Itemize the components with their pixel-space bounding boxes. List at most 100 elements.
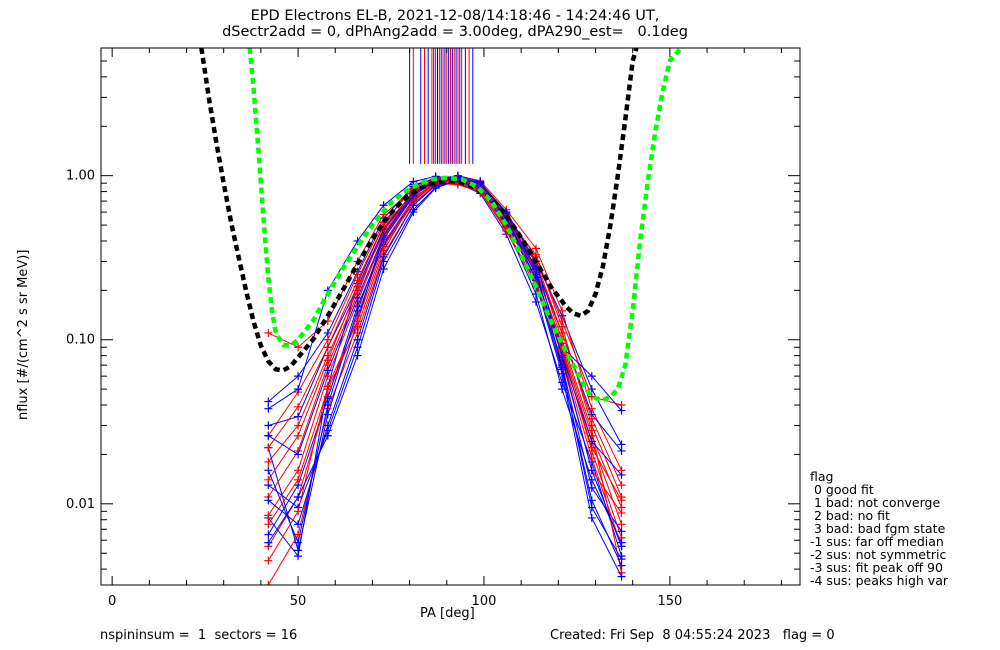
data-point-marker [323, 421, 332, 430]
data-point-marker [264, 520, 273, 529]
data-point-marker [587, 503, 596, 512]
data-point-marker [294, 372, 303, 381]
data-point-marker [587, 466, 596, 475]
data-point-marker [558, 363, 567, 372]
model-fit-curves [199, 48, 683, 403]
y-axis-label: nflux [#/(cm^2 s sr MeV)] [16, 249, 31, 420]
data-point-marker [264, 496, 273, 505]
data-point-marker [264, 530, 273, 539]
data-point-marker [264, 421, 273, 430]
data-point-marker [587, 513, 596, 522]
x-tick-label: 0 [108, 594, 116, 609]
data-point-marker [617, 542, 626, 551]
data-point-marker [294, 530, 303, 539]
data-point-marker [587, 414, 596, 423]
data-series [264, 171, 626, 585]
chart-title-line-1: EPD Electrons EL-B, 2021-12-08/14:18:46 … [250, 8, 660, 24]
data-point-marker [264, 328, 273, 337]
data-point-marker [294, 538, 303, 547]
data-point-marker [294, 475, 303, 484]
footer-spin-info: nspininsum = 1 sectors = 16 [100, 628, 298, 643]
data-point-marker [353, 306, 362, 315]
data-point-marker [323, 385, 332, 394]
series-line [267, 179, 622, 560]
data-point-marker [587, 496, 596, 505]
data-point-marker [323, 431, 332, 440]
flag-legend-item: -4 sus: peaks high var [810, 573, 949, 588]
data-point-marker [353, 282, 362, 291]
model-curve-black [199, 48, 639, 373]
x-tick-label: 100 [472, 594, 497, 609]
flag-legend-item: 1 bad: not converge [810, 495, 941, 510]
data-point-marker [294, 507, 303, 516]
data-point-marker [379, 264, 388, 273]
data-point-marker [294, 385, 303, 394]
data-point-marker [294, 412, 303, 421]
data-point-marker [294, 493, 303, 502]
x-tick-label: 50 [290, 594, 307, 609]
data-point-marker [323, 366, 332, 375]
data-point-marker [532, 244, 541, 253]
data-point-marker [617, 572, 626, 581]
y-tick-label: 1.00 [66, 169, 95, 184]
data-point-marker [379, 252, 388, 261]
flag-legend-item: 0 good fit [810, 482, 874, 497]
data-point-marker [323, 401, 332, 410]
data-point-marker [264, 431, 273, 440]
data-point-marker [294, 546, 303, 555]
data-point-marker [353, 293, 362, 302]
flag-legend-item: 3 bad: bad fgm state [810, 521, 946, 536]
data-point-marker [294, 520, 303, 529]
series-line [267, 178, 622, 486]
flag-legend: flag 0 good fit 1 bad: not converge 2 ba… [810, 470, 948, 587]
data-point-marker [558, 385, 567, 394]
data-point-marker [353, 322, 362, 331]
data-point-marker [323, 356, 332, 365]
data-point-marker [617, 503, 626, 512]
series-line [267, 180, 622, 501]
data-point-marker [617, 406, 626, 415]
data-point-marker [294, 431, 303, 440]
model-curve-green [247, 48, 683, 403]
data-point-marker [558, 351, 567, 360]
data-point-marker [558, 328, 567, 337]
data-point-marker [323, 410, 332, 419]
data-point-marker [294, 402, 303, 411]
data-point-marker [476, 179, 485, 188]
flag-legend-item: -1 sus: far off median [810, 534, 944, 549]
data-point-marker [294, 450, 303, 459]
data-point-marker [558, 306, 567, 315]
data-point-marker [617, 470, 626, 479]
data-point-marker [409, 201, 418, 210]
y-tick-label: 0.01 [66, 497, 95, 512]
data-point-marker [587, 475, 596, 484]
data-point-marker [294, 421, 303, 430]
data-point-marker [264, 581, 273, 585]
data-point-marker [587, 454, 596, 463]
data-point-marker [264, 475, 273, 484]
data-point-marker [558, 317, 567, 326]
data-point-marker [409, 208, 418, 217]
vertical-marker-lines [409, 48, 474, 164]
data-point-marker [264, 556, 273, 565]
data-point-marker [617, 496, 626, 505]
x-tick-label: 150 [657, 594, 682, 609]
flag-legend-item: 2 bad: no fit [810, 508, 890, 523]
y-tick-label: 0.10 [66, 333, 95, 348]
data-point-marker [264, 466, 273, 475]
data-point-marker [587, 372, 596, 381]
data-point-marker [532, 270, 541, 279]
data-point-marker [617, 520, 626, 529]
footer-created-info: Created: Fri Sep 8 04:55:24 2023 flag = … [550, 628, 835, 643]
data-point-marker [587, 437, 596, 446]
data-point-marker [379, 231, 388, 240]
axes: 0 50 100 150 0.01 0.10 1.00 [66, 47, 800, 609]
flag-legend-item: -3 sus: fit peak off 90 [810, 560, 943, 575]
data-point-marker [264, 397, 273, 406]
data-point-marker [617, 555, 626, 564]
flag-legend-item: -2 sus: not symmetric [810, 547, 947, 562]
x-axis-label: PA [deg] [420, 606, 475, 621]
data-point-marker [323, 343, 332, 352]
data-point-marker [264, 443, 273, 452]
